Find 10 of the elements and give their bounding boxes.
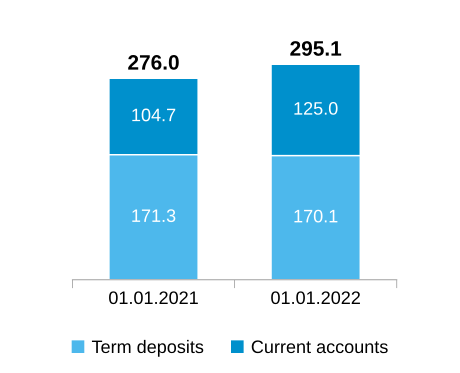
- x-tick-label: 01.01.2021: [109, 291, 198, 304]
- data-label: 125.0: [294, 102, 338, 115]
- data-label: 170.1: [294, 210, 338, 223]
- x-tick-label: 01.01.2022: [271, 291, 360, 304]
- total-label: 295.1: [290, 41, 342, 56]
- data-label: 171.3: [132, 209, 176, 222]
- legend-label: Term deposits: [92, 340, 204, 357]
- legend-label: Current accounts: [252, 340, 388, 354]
- data-label: 104.7: [132, 108, 176, 122]
- total-label: 276.0: [128, 55, 179, 70]
